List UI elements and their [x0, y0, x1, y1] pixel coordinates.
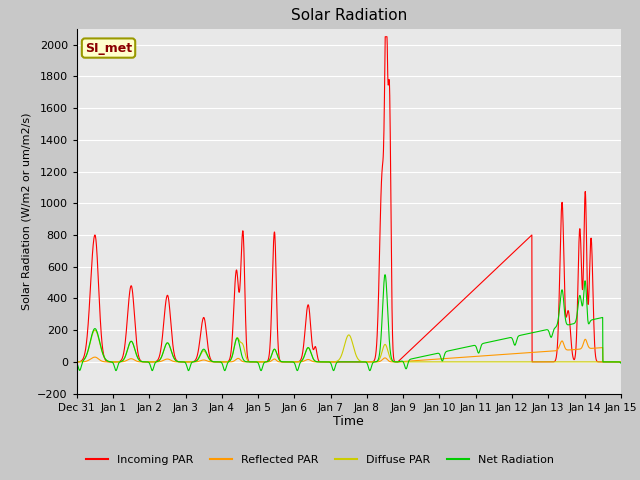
Diffuse PAR [91, 327, 99, 333]
Diffuse PAR [73, 359, 81, 365]
Net Radiation [366, 368, 374, 373]
Net Radiation [73, 360, 81, 366]
Reflected PAR [73, 359, 81, 365]
Diffuse PAR [584, 359, 592, 365]
Reflected PAR [225, 359, 232, 365]
Net Radiation [365, 364, 372, 370]
Reflected PAR [376, 359, 384, 364]
Net Radiation [617, 360, 625, 366]
Text: SI_met: SI_met [85, 42, 132, 55]
Diffuse PAR [365, 359, 372, 365]
Line: Diffuse PAR: Diffuse PAR [77, 330, 621, 362]
Net Radiation [381, 272, 388, 277]
Incoming PAR [225, 358, 232, 364]
Line: Incoming PAR: Incoming PAR [77, 37, 621, 362]
Net Radiation [376, 343, 384, 348]
Incoming PAR [569, 354, 577, 360]
Reflected PAR [581, 336, 589, 342]
Reflected PAR [617, 359, 625, 365]
Y-axis label: Solar Radiation (W/m2 or um/m2/s): Solar Radiation (W/m2 or um/m2/s) [22, 112, 32, 310]
Diffuse PAR [507, 359, 515, 365]
Reflected PAR [507, 351, 515, 357]
Net Radiation [508, 335, 515, 340]
Line: Reflected PAR: Reflected PAR [77, 339, 621, 362]
Incoming PAR [507, 252, 515, 258]
Reflected PAR [584, 343, 592, 348]
Reflected PAR [365, 359, 372, 365]
Reflected PAR [569, 347, 577, 353]
Incoming PAR [584, 301, 592, 307]
Incoming PAR [73, 359, 81, 365]
Net Radiation [225, 359, 232, 365]
Title: Solar Radiation: Solar Radiation [291, 9, 407, 24]
Legend: Incoming PAR, Reflected PAR, Diffuse PAR, Net Radiation: Incoming PAR, Reflected PAR, Diffuse PAR… [81, 451, 559, 469]
Diffuse PAR [376, 354, 384, 360]
Net Radiation [584, 320, 592, 326]
Diffuse PAR [225, 359, 232, 364]
Incoming PAR [617, 359, 625, 365]
Incoming PAR [365, 359, 372, 365]
Net Radiation [570, 321, 577, 327]
Diffuse PAR [513, 359, 521, 365]
X-axis label: Time: Time [333, 415, 364, 429]
Diffuse PAR [617, 359, 625, 365]
Incoming PAR [376, 223, 384, 228]
Incoming PAR [381, 34, 389, 40]
Diffuse PAR [570, 359, 577, 365]
Line: Net Radiation: Net Radiation [77, 275, 621, 371]
